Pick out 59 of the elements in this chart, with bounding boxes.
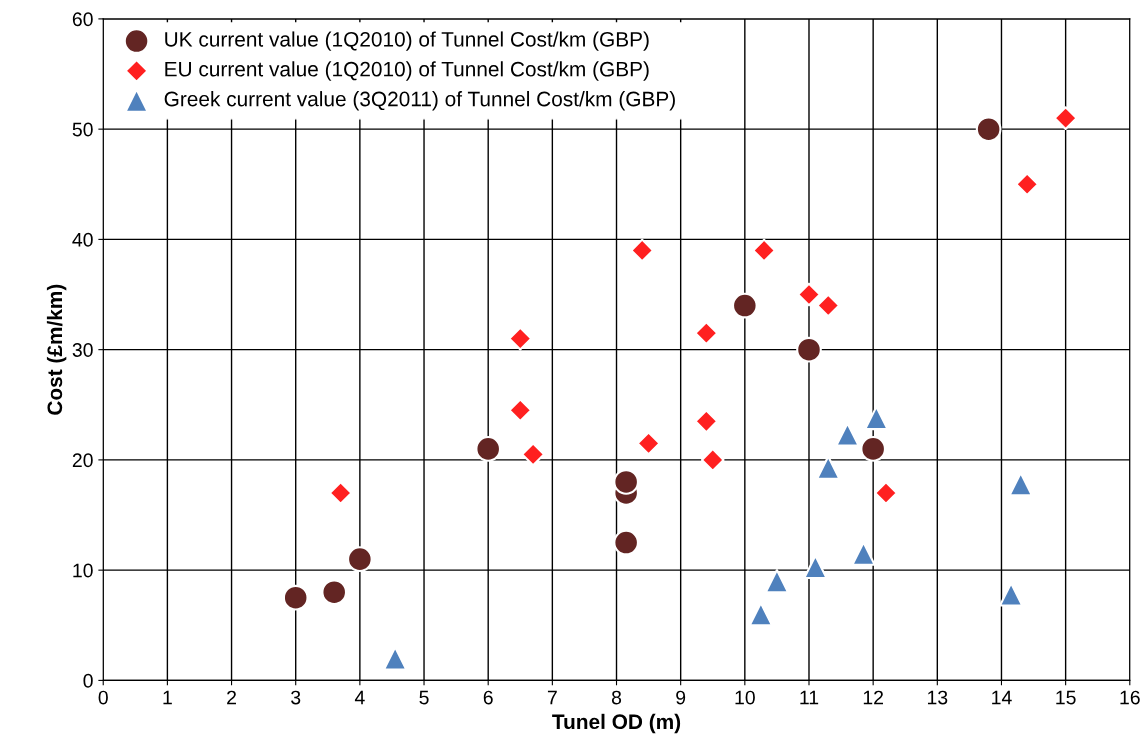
y-tick-label: 30 xyxy=(72,343,93,357)
x-tick-label: 15 xyxy=(1056,690,1076,705)
y-axis-title: Cost (£m/km) xyxy=(46,284,67,415)
x-tick-label: 11 xyxy=(800,690,819,705)
x-tick-label: 16 xyxy=(1120,690,1140,705)
point xyxy=(613,529,639,556)
y-tick-label: 60 xyxy=(72,12,93,27)
x-tick-label: 8 xyxy=(611,690,622,705)
legend-label: Greek current value (3Q2011) of Tunnel Cost/km (GBP) xyxy=(164,91,675,111)
point xyxy=(347,546,373,572)
point xyxy=(1053,106,1078,130)
x-tick-label: 1 xyxy=(163,690,172,705)
point xyxy=(282,584,309,611)
point xyxy=(694,321,719,345)
x-tick-label: 14 xyxy=(992,690,1012,705)
legend-label: UK current value (1Q2010) of Tunnel Cost/km (GBP) xyxy=(165,31,649,51)
point xyxy=(694,409,719,434)
point xyxy=(383,646,408,671)
point xyxy=(613,469,639,495)
point xyxy=(321,579,348,606)
x-tick-label: 12 xyxy=(863,690,883,705)
point xyxy=(998,582,1024,607)
point xyxy=(752,238,776,263)
x-axis-title: Tunel OD (m) xyxy=(552,713,681,734)
y-tick-label: 50 xyxy=(72,122,93,137)
point xyxy=(636,431,661,456)
x-tick-label: 10 xyxy=(735,690,755,705)
x-tick-label: 7 xyxy=(547,690,557,705)
point xyxy=(328,481,353,505)
point xyxy=(630,238,655,263)
x-tick-label: 13 xyxy=(927,690,948,705)
legend-label: EU current value (1Q2010) of Tunnel Cost/km (GBP) xyxy=(165,61,649,81)
point xyxy=(860,436,886,462)
point xyxy=(874,481,898,505)
y-tick-label: 10 xyxy=(73,563,93,578)
point xyxy=(1008,472,1033,497)
point xyxy=(521,442,545,467)
x-tick-label: 6 xyxy=(483,690,493,705)
x-tick-label: 9 xyxy=(676,690,686,705)
x-tick-label: 4 xyxy=(354,690,365,705)
y-tick-label: 40 xyxy=(72,232,93,247)
point xyxy=(731,292,758,319)
x-tick-label: 2 xyxy=(227,690,236,705)
point xyxy=(508,326,533,351)
x-tick-label: 0 xyxy=(98,690,108,705)
point xyxy=(1015,172,1039,197)
point xyxy=(764,569,790,594)
x-tick-label: 5 xyxy=(419,690,429,705)
y-tick-label: 0 xyxy=(83,673,93,688)
point xyxy=(975,116,1002,142)
point xyxy=(816,293,841,318)
point xyxy=(796,336,822,363)
point xyxy=(508,398,533,423)
y-tick-label: 20 xyxy=(72,453,93,468)
point xyxy=(700,448,725,472)
point xyxy=(797,282,821,307)
point xyxy=(475,436,502,462)
x-tick-label: 3 xyxy=(291,690,301,705)
point xyxy=(748,602,774,627)
